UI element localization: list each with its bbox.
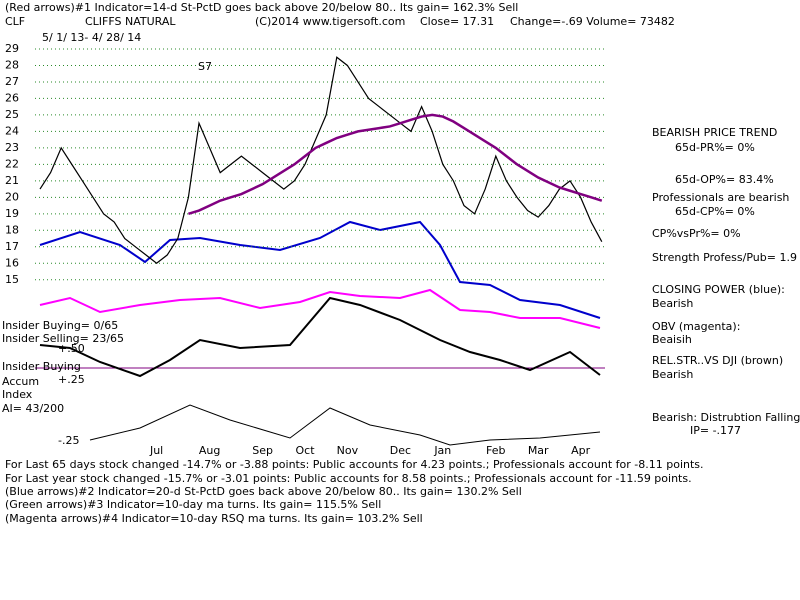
y-tick-label: 28	[5, 58, 19, 71]
side-panel-text: Beaisih	[652, 333, 692, 346]
y-tick-label: 15	[5, 273, 19, 286]
side-panel-text: OBV (magenta):	[652, 320, 740, 333]
y-tick-label: 29	[5, 42, 19, 55]
side-panel-text: CLOSING POWER (blue):	[652, 283, 785, 296]
obv-line	[39, 288, 601, 329]
symbol: CLF	[5, 15, 25, 28]
close: Close= 17.31	[420, 15, 494, 28]
date-range: 5/ 1/ 13- 4/ 28/ 14	[42, 31, 141, 44]
indicator-label: Insider Selling= 23/65	[2, 332, 124, 345]
y-tick-label: 21	[5, 174, 19, 187]
side-panel-text: Bearish: Distrubtion Falling	[652, 411, 800, 424]
side-panel-text: CP%vsPr%= 0%	[652, 227, 741, 240]
side-panel-text: REL.STR..VS DJI (brown)	[652, 354, 783, 367]
x-tick-label: Jul	[149, 444, 163, 457]
y-tick-label: 20	[5, 190, 19, 203]
indicator-label: Insider Buying	[2, 360, 81, 373]
side-panel-text: Strength Profess/Pub= 1.9	[652, 251, 797, 264]
y-tick-label: 22	[5, 157, 19, 170]
x-tick-label: Sep	[252, 444, 273, 457]
indicator-label: +.25	[58, 373, 85, 386]
price-line	[188, 113, 603, 216]
y-tick-label: 24	[5, 124, 19, 137]
x-tick-label: Jan	[433, 444, 451, 457]
side-panel-text: IP= -.177	[690, 424, 741, 437]
y-tick-label: 25	[5, 108, 19, 121]
footer-text: (Green arrows)#3 Indicator=10-day ma tur…	[5, 498, 381, 511]
side-panel-text: Bearish	[652, 297, 693, 310]
side-panel-text: Professionals are bearish	[652, 191, 789, 204]
x-tick-label: Apr	[571, 444, 591, 457]
y-tick-label: 18	[5, 223, 19, 236]
x-tick-label: Mar	[528, 444, 549, 457]
indicator-label: AI= 43/200	[2, 402, 64, 415]
change: Change=-.69 Volume= 73482	[510, 15, 675, 28]
copyright: (C)2014 www.tigersoft.com	[255, 15, 405, 28]
price-line	[39, 56, 603, 265]
rel-strength-line	[39, 296, 601, 378]
side-panel-text: 65d-PR%= 0%	[675, 141, 755, 154]
y-tick-label: 16	[5, 256, 19, 269]
y-tick-label: 19	[5, 207, 19, 220]
footer-text: (Magenta arrows)#4 Indicator=10-day RSQ …	[5, 512, 423, 525]
x-tick-label: Dec	[390, 444, 411, 457]
x-tick-label: Feb	[486, 444, 505, 457]
chart-title: CLIFFS NATURAL	[85, 15, 176, 28]
side-panel-text: 65d-CP%= 0%	[675, 205, 755, 218]
indicator-label: Insider Buying= 0/65	[2, 319, 118, 332]
side-panel-text: Bearish	[652, 368, 693, 381]
indicator-label: Accum	[2, 375, 39, 388]
x-tick-label: Oct	[295, 444, 315, 457]
x-tick-label: Nov	[337, 444, 359, 457]
footer-text: For Last 65 days stock changed -14.7% or…	[5, 458, 704, 471]
y-tick-label: 17	[5, 240, 19, 253]
y-tick-label: 23	[5, 141, 19, 154]
y-tick-label: 27	[5, 75, 19, 88]
accum-ma	[89, 404, 601, 446]
indicator-label: Index	[2, 388, 33, 401]
annotation: S7	[198, 60, 212, 73]
y-tick-label: 26	[5, 91, 19, 104]
footer-text: For Last year stock changed -15.7% or -3…	[5, 472, 692, 485]
side-panel-text: 65d-OP%= 83.4%	[675, 173, 774, 186]
indicator-label: +.50	[58, 342, 85, 355]
indicator-header: (Red arrows)#1 Indicator=14-d St-PctD go…	[5, 1, 518, 14]
side-panel-text: BEARISH PRICE TREND	[652, 126, 777, 139]
footer-text: (Blue arrows)#2 Indicator=20-d St-PctD g…	[5, 485, 522, 498]
x-tick-label: Aug	[199, 444, 220, 457]
indicator-label: -.25	[58, 434, 79, 447]
